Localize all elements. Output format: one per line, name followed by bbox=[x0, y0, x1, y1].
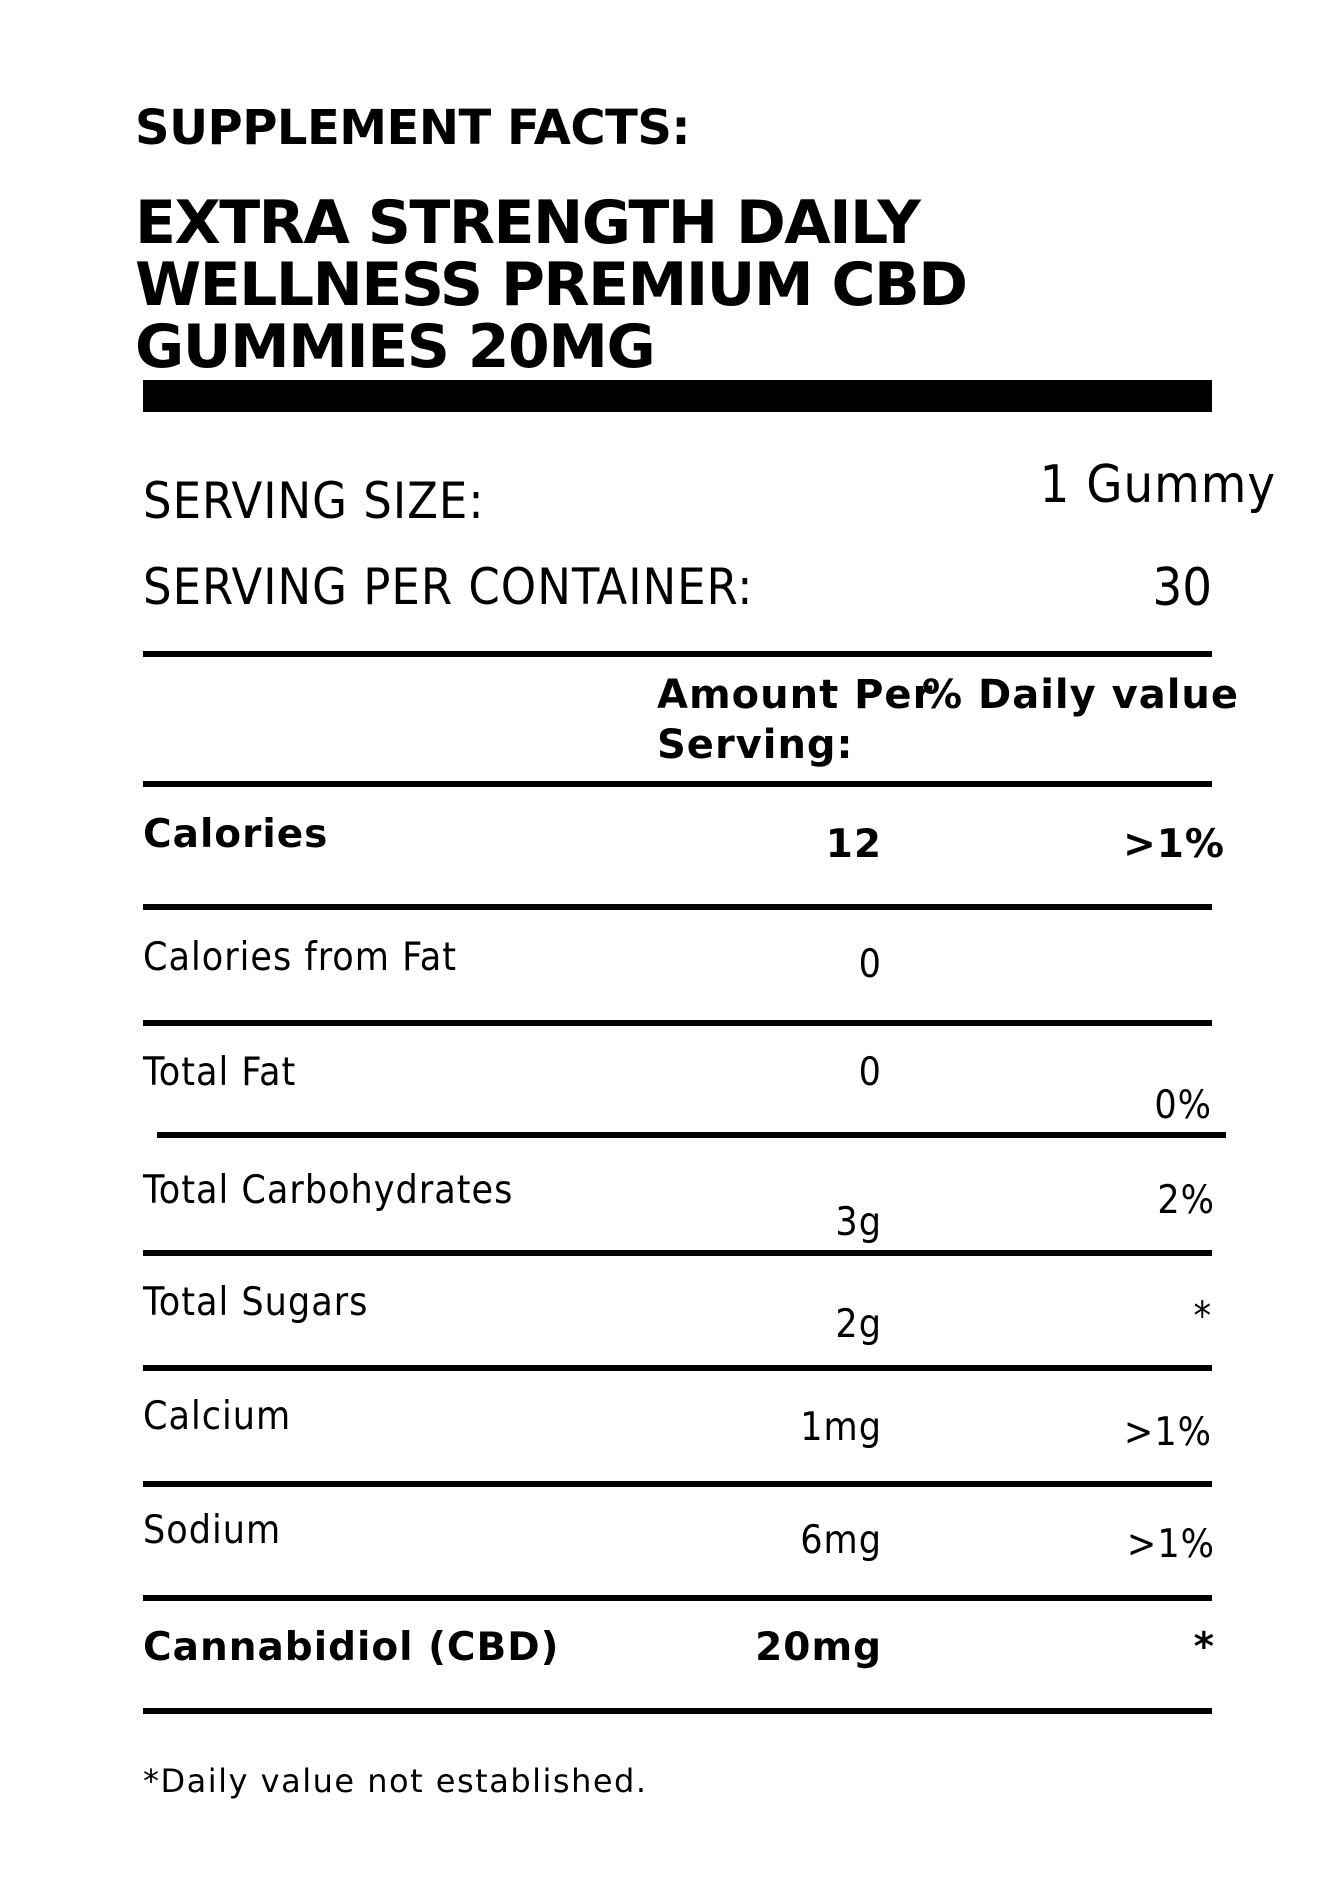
row-daily-value: >1% bbox=[1126, 1522, 1215, 1567]
row-name: Calories from Fat bbox=[143, 935, 457, 980]
row-amount: 0 bbox=[858, 942, 882, 987]
row-name: Total Carbohydrates bbox=[143, 1168, 514, 1213]
column-header-amount-line-2: Serving: bbox=[657, 722, 854, 768]
row-daily-value: >1% bbox=[1123, 1410, 1212, 1455]
row-daily-value: * bbox=[1193, 1294, 1212, 1339]
serving-size-value: 1 Gummy bbox=[1039, 455, 1276, 515]
row-name: Calories bbox=[143, 812, 329, 857]
row-daily-value: * bbox=[1193, 1625, 1215, 1670]
header-bottom-rule bbox=[143, 781, 1212, 787]
row-daily-value: 0% bbox=[1154, 1083, 1212, 1128]
row-daily-value: >1% bbox=[1123, 822, 1225, 867]
table-top-rule bbox=[143, 651, 1212, 657]
servings-per-container-value: 30 bbox=[1152, 558, 1212, 618]
row-name: Total Fat bbox=[143, 1050, 297, 1095]
row-name: Calcium bbox=[143, 1394, 292, 1439]
row-daily-value: 2% bbox=[1157, 1178, 1215, 1223]
row-amount: 1mg bbox=[800, 1405, 882, 1450]
label-heading: SUPPLEMENT FACTS: bbox=[135, 100, 691, 156]
servings-per-container-label: SERVING PER CONTAINER: bbox=[143, 558, 754, 616]
row-amount: 12 bbox=[825, 822, 882, 867]
column-header-daily-value: % Daily value bbox=[922, 672, 1240, 718]
row-name: Cannabidiol (CBD) bbox=[143, 1625, 560, 1670]
row-rule bbox=[157, 1132, 1226, 1138]
row-amount: 20mg bbox=[755, 1625, 882, 1670]
product-title-line-1: EXTRA STRENGTH DAILY bbox=[135, 188, 921, 258]
row-rule bbox=[143, 904, 1212, 910]
footnote: *Daily value not established. bbox=[143, 1762, 648, 1800]
row-amount: 2g bbox=[835, 1302, 882, 1347]
serving-size-label: SERVING SIZE: bbox=[143, 472, 485, 530]
row-rule bbox=[143, 1020, 1212, 1026]
row-name: Total Sugars bbox=[143, 1280, 369, 1325]
title-thick-bar bbox=[143, 380, 1212, 412]
row-rule bbox=[143, 1365, 1212, 1371]
row-rule bbox=[143, 1250, 1212, 1256]
row-amount: 3g bbox=[835, 1200, 882, 1245]
row-rule bbox=[143, 1595, 1212, 1601]
product-title-line-3: GUMMIES 20MG bbox=[135, 312, 656, 382]
product-title-line-2: WELLNESS PREMIUM CBD bbox=[135, 250, 968, 320]
row-name: Sodium bbox=[143, 1508, 282, 1553]
row-amount: 6mg bbox=[800, 1518, 882, 1563]
table-bottom-rule bbox=[143, 1708, 1212, 1714]
row-amount: 0 bbox=[858, 1050, 882, 1095]
column-header-amount-line-1: Amount Per bbox=[657, 672, 934, 718]
row-rule bbox=[143, 1481, 1212, 1487]
